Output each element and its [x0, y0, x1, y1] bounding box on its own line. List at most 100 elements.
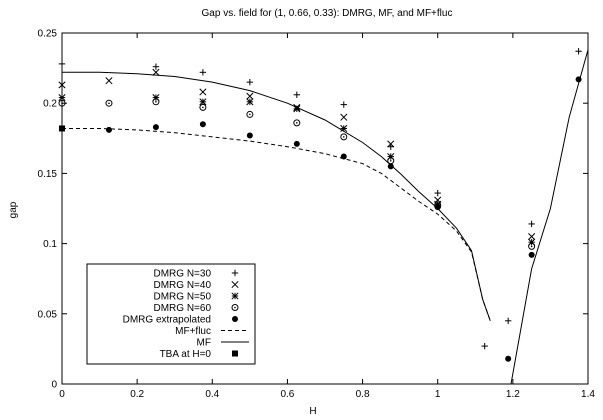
circle-marker-center — [234, 306, 236, 309]
plus-marker — [481, 342, 488, 350]
cross-marker-b — [58, 81, 66, 89]
circle-marker-ring — [246, 110, 254, 118]
dot-marker — [505, 355, 512, 362]
circle-marker-center — [530, 245, 533, 248]
circle-marker-ring — [58, 99, 66, 107]
legend-label: MF — [197, 338, 211, 349]
circle-marker-center — [108, 102, 110, 104]
circle-marker — [152, 98, 160, 106]
plus-marker — [528, 220, 535, 228]
circle-marker-ring — [199, 103, 207, 111]
legend-label: DMRG N=30 — [153, 269, 211, 280]
plus-marker — [199, 69, 207, 76]
legend-label: DMRG N=50 — [153, 292, 211, 303]
x-tick-label: 1 — [435, 389, 441, 400]
plus-marker — [575, 48, 582, 55]
cross-marker — [387, 140, 395, 148]
dot-marker — [434, 204, 441, 211]
x-axis-label: H — [309, 406, 316, 417]
circle-marker-ring — [105, 99, 113, 107]
plus-marker — [504, 317, 512, 325]
dot-marker — [105, 126, 112, 133]
plus-marker — [152, 63, 160, 70]
plot-border — [61, 32, 589, 385]
circle-marker — [528, 242, 536, 250]
series-line — [510, 49, 589, 385]
dot-marker — [293, 140, 300, 147]
asterisk-marker-b — [199, 98, 207, 106]
square-marker — [59, 125, 65, 132]
cross-marker-b — [387, 140, 395, 148]
cross-marker — [58, 81, 66, 89]
circle-marker-ring — [340, 133, 348, 141]
asterisk-marker-b — [340, 124, 348, 133]
cross-marker — [340, 113, 348, 121]
legend-label: DMRG N=40 — [153, 280, 211, 291]
plus-marker — [58, 60, 66, 68]
circle-marker-center — [389, 159, 392, 162]
asterisk-marker-b — [246, 98, 254, 106]
cross-marker-b — [231, 280, 239, 289]
cross-marker — [199, 88, 207, 96]
legend-box — [86, 263, 256, 365]
dot-marker — [232, 316, 238, 322]
x-tick-label: 1.2 — [506, 389, 520, 400]
legend-label: TBA at H=0 — [160, 349, 212, 360]
circle-marker — [58, 99, 66, 107]
cross-marker-b — [105, 77, 113, 85]
plot-frame — [61, 32, 589, 385]
cross-marker-b — [340, 113, 348, 121]
circle-marker-ring — [293, 119, 301, 127]
x-tick-label: 0.6 — [280, 389, 294, 400]
circle-marker — [231, 304, 239, 311]
circle-marker-center — [342, 136, 345, 138]
plus-marker — [293, 91, 301, 98]
x-tick-label: 0 — [59, 389, 65, 400]
y-tick-label: 0.25 — [38, 29, 58, 40]
circle-marker — [340, 133, 348, 141]
dot-marker — [528, 251, 535, 258]
asterisk-marker-b — [231, 292, 239, 300]
y-tick-label: 0.05 — [38, 309, 58, 320]
x-tick-label: 1.4 — [581, 389, 595, 400]
legend-label: MF+fluc — [175, 326, 211, 337]
axis-ticks: 0 0.2 0.4 0.6 0.8 1 1.2 1.4 0 0.05 0.1 0.15 0.2 0.25 — [38, 29, 596, 401]
asterisk-marker-b — [58, 94, 66, 102]
circle-marker-center — [61, 102, 63, 104]
chart-title: Gap vs. field for (1, 0.66, 0.33): DMRG,… — [202, 8, 453, 19]
circle-marker-center — [202, 106, 204, 109]
x-tick-label: 0.4 — [205, 389, 219, 400]
circle-marker — [293, 119, 301, 127]
series-line — [62, 128, 491, 321]
asterisk-marker — [246, 98, 254, 106]
plus-marker — [340, 101, 347, 108]
y-axis-label: gap — [8, 201, 19, 218]
cross-marker — [231, 280, 239, 289]
plus-marker — [246, 78, 254, 86]
circle-marker-ring — [152, 98, 160, 106]
circle-marker-center — [249, 113, 251, 116]
asterisk-marker-b — [293, 105, 301, 113]
series-line — [62, 71, 491, 321]
series-6 — [62, 71, 491, 321]
circle-marker-ring — [528, 242, 536, 250]
cross-marker-b — [528, 233, 536, 241]
dot-marker — [152, 124, 159, 131]
series-5 — [62, 128, 491, 321]
asterisk-marker — [231, 292, 239, 300]
series-7 — [510, 49, 589, 385]
dot-marker — [387, 163, 394, 170]
circle-marker — [246, 110, 254, 118]
series-1 — [58, 68, 536, 241]
cross-marker — [105, 77, 113, 85]
cross-marker — [528, 233, 536, 241]
square-marker — [232, 350, 238, 357]
y-tick-label: 0.2 — [43, 99, 57, 110]
circle-marker-center — [296, 122, 298, 124]
dot-marker — [340, 153, 347, 160]
x-tick-label: 0.8 — [356, 389, 370, 400]
plus-marker — [434, 189, 441, 197]
series-8 — [59, 125, 65, 132]
series-layer — [58, 48, 589, 385]
